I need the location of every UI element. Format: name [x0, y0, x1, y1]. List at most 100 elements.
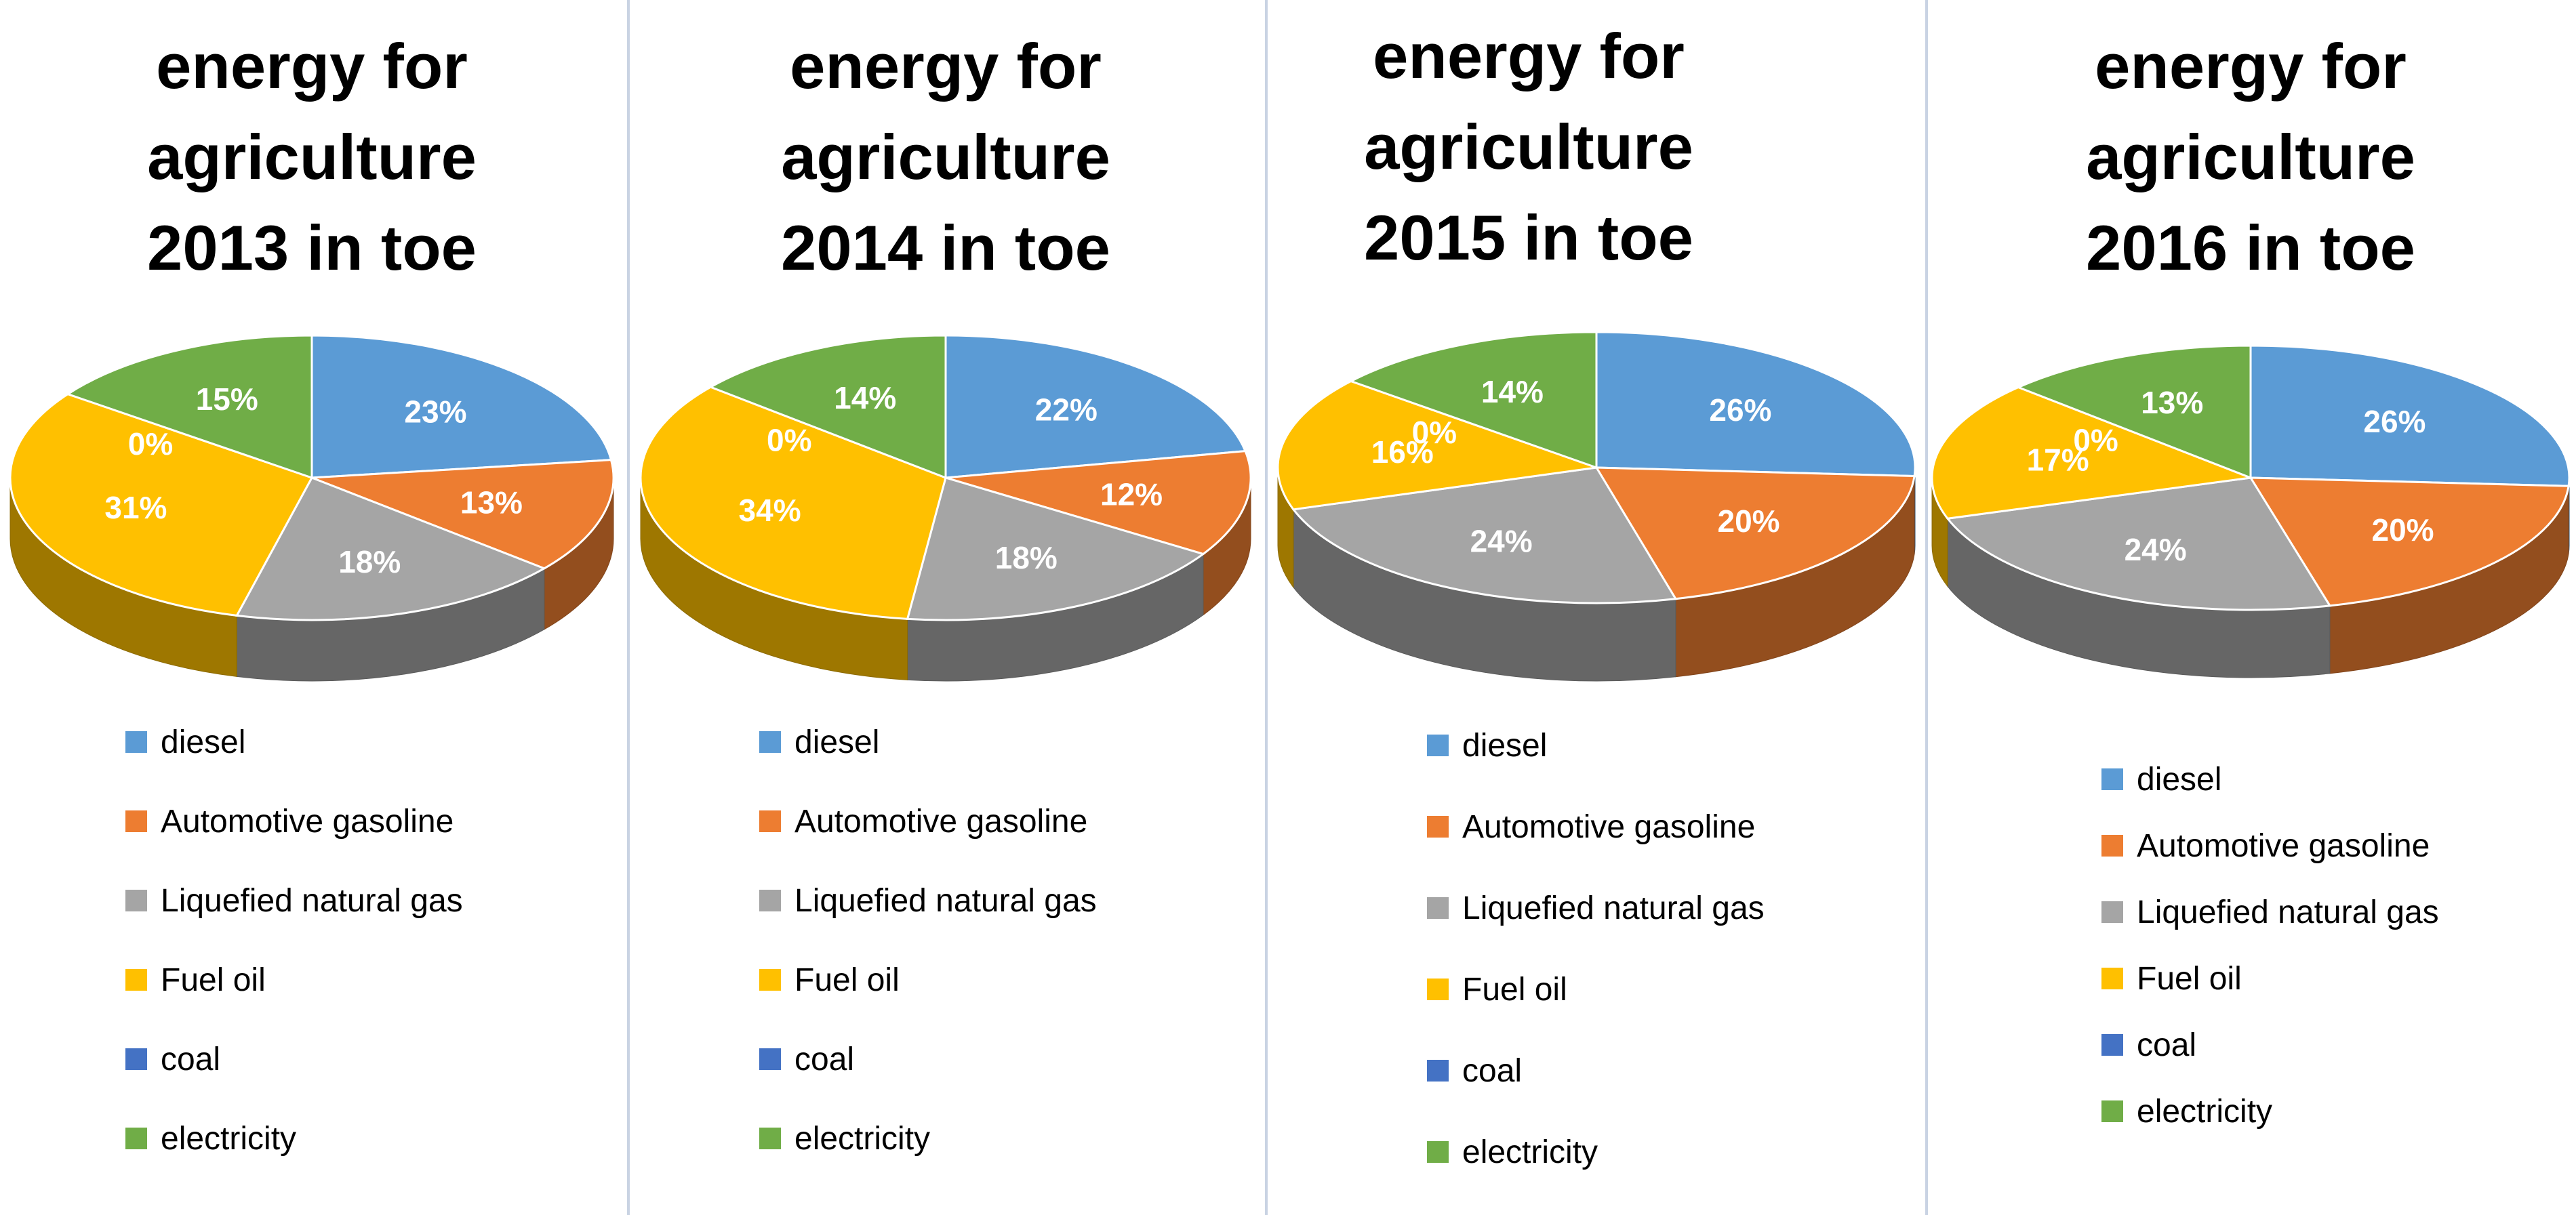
chart-title-line: energy for: [1373, 20, 1685, 91]
pie-top: [1276, 331, 1916, 604]
legend: diesel Automotive gasoline Liquefied natur…: [1427, 728, 1765, 1170]
data-label-fuel-oil: 17%: [2027, 442, 2089, 478]
legend-label-fuel-oil: Fuel oil: [161, 962, 266, 998]
data-label-liquefied-natural-gas: 18%: [338, 544, 401, 579]
chart-title: energy for agriculture 2014 in toe: [781, 30, 1110, 283]
legend-label-diesel: diesel: [2137, 762, 2221, 798]
slice-electricity: [65, 334, 313, 480]
slice-automotive-gasoline: [2249, 476, 2570, 607]
pie-chart-1: energy for agriculture 2013 in toe 23% 13% 18…: [9, 30, 615, 1157]
slice-automotive-gasoline: [1594, 466, 1916, 600]
slice-diesel: [2249, 344, 2571, 487]
data-labels: 23% 13% 18% 31% 0% 15%: [104, 382, 523, 579]
pie-chart-3: energy for agriculture 2015 in toe 26% 20% 24…: [1276, 20, 1916, 1170]
slice-diesel: [1595, 331, 1916, 478]
pie-chart-2: energy for agriculture 2014 in toe 22% 12% 18…: [639, 30, 1252, 1157]
data-label-electricity: 14%: [1481, 374, 1544, 409]
slice-liquefied-natural-gas: [1291, 466, 1678, 604]
legend-label-coal: coal: [161, 1042, 220, 1077]
data-label-automotive-gasoline: 13%: [460, 485, 523, 520]
legend-swatch-diesel: [759, 731, 781, 753]
legend-swatch-electricity: [2101, 1100, 2123, 1122]
legend-label-automotive-gasoline: Automotive gasoline: [2137, 828, 2430, 864]
legend-swatch-fuel-oil: [125, 969, 147, 991]
slice-automotive-gasoline: [945, 450, 1252, 556]
legend-label-liquefied-natural-gas: Liquefied natural gas: [794, 883, 1097, 919]
data-label-diesel: 26%: [2363, 404, 2426, 439]
chart-title: energy for agriculture 2016 in toe: [2086, 30, 2415, 283]
legend-swatch-automotive-gasoline: [1427, 816, 1449, 838]
pie-side-walls: [640, 477, 1251, 682]
pie-side-walls: [9, 477, 614, 682]
legend-label-coal: coal: [2137, 1027, 2196, 1063]
pie-top: [639, 334, 1252, 621]
data-labels: 26% 20% 24% 16%0% 14%: [1371, 374, 1780, 559]
slice-fuel-oil: [1931, 386, 2255, 520]
data-label-liquefied-natural-gas: 18%: [995, 540, 1058, 575]
legend-swatch-electricity: [759, 1128, 781, 1149]
legend-swatch-liquefied-natural-gas: [125, 890, 147, 911]
legend-swatch-fuel-oil: [1427, 979, 1449, 1000]
legend-label-liquefied-natural-gas: Liquefied natural gas: [161, 883, 463, 919]
slice-liquefied-natural-gas: [235, 476, 547, 621]
chart-title-line: 2014 in toe: [781, 212, 1110, 283]
chart-title: energy for agriculture 2013 in toe: [147, 30, 477, 283]
chart-title-line: agriculture: [781, 121, 1110, 192]
data-label-fuel-oil: 31%: [104, 490, 167, 525]
legend-swatch-automotive-gasoline: [2101, 835, 2123, 857]
legend-swatch-diesel: [125, 731, 147, 753]
chart-title-line: energy for: [156, 30, 468, 102]
legend-label-automotive-gasoline: Automotive gasoline: [161, 804, 454, 840]
chart-title-line: 2016 in toe: [2086, 212, 2415, 283]
legend-label-electricity: electricity: [2137, 1094, 2272, 1130]
data-label-electricity: 13%: [2141, 385, 2203, 420]
legend-label-fuel-oil: Fuel oil: [2137, 961, 2242, 997]
data-label-coal: 0%: [1412, 415, 1457, 450]
slice-fuel-oil: [639, 386, 947, 620]
pie-chart-4: energy for agriculture 2016 in toe 26% 20% 24…: [1931, 30, 2571, 1130]
legend-swatch-diesel: [1427, 735, 1449, 756]
legend-swatch-electricity: [125, 1128, 147, 1149]
legend-label-diesel: diesel: [161, 724, 245, 760]
chart-title-line: energy for: [790, 30, 1102, 102]
chart-title-line: agriculture: [2086, 121, 2415, 192]
data-labels: 22% 12% 18% 34% 0% 14%: [739, 380, 1163, 575]
legend-swatch-diesel: [2101, 768, 2123, 790]
legend-swatch-liquefied-natural-gas: [759, 890, 781, 911]
data-label-fuel-oil: 34%: [739, 493, 801, 528]
legend-label-liquefied-natural-gas: Liquefied natural gas: [2137, 894, 2439, 930]
data-labels: 26% 20% 24% 17%0% 13%: [2027, 385, 2434, 567]
legend-swatch-automotive-gasoline: [125, 810, 147, 832]
data-label-diesel: 26%: [1709, 392, 1771, 428]
legend-swatch-coal: [1427, 1060, 1449, 1082]
legend: diesel Automotive gasoline Liquefied natur…: [125, 724, 463, 1157]
slice-fuel-oil: [1276, 379, 1597, 511]
legend-label-electricity: electricity: [1462, 1134, 1598, 1170]
data-label-liquefied-natural-gas: 24%: [1470, 524, 1533, 559]
legend-swatch-liquefied-natural-gas: [2101, 901, 2123, 923]
legend-label-diesel: diesel: [794, 724, 879, 760]
data-label-automotive-gasoline: 20%: [1717, 503, 1779, 539]
legend-swatch-coal: [125, 1048, 147, 1070]
slice-diesel: [310, 334, 613, 479]
slice-electricity: [1348, 331, 1598, 470]
chart-title: energy for agriculture 2015 in toe: [1364, 20, 1693, 273]
legend-label-automotive-gasoline: Automotive gasoline: [1462, 809, 1755, 845]
data-label-diesel: 22%: [1035, 392, 1098, 428]
pie-top: [9, 334, 615, 621]
chart-title-line: agriculture: [1364, 111, 1693, 182]
legend-label-fuel-oil: Fuel oil: [1462, 972, 1567, 1008]
legend-swatch-fuel-oil: [2101, 968, 2123, 989]
chart-title-line: energy for: [2095, 30, 2407, 102]
legend-swatch-electricity: [1427, 1141, 1449, 1163]
legend-label-electricity: electricity: [794, 1121, 930, 1157]
pie-top: [1931, 344, 2571, 611]
legend-label-automotive-gasoline: Automotive gasoline: [794, 804, 1087, 840]
slice-fuel-oil: [9, 392, 314, 617]
legend-swatch-coal: [2101, 1034, 2123, 1056]
chart-title-line: 2015 in toe: [1364, 202, 1693, 273]
legend-label-liquefied-natural-gas: Liquefied natural gas: [1462, 890, 1765, 926]
data-label-automotive-gasoline: 12%: [1100, 476, 1163, 512]
slice-liquefied-natural-gas: [906, 476, 1206, 621]
